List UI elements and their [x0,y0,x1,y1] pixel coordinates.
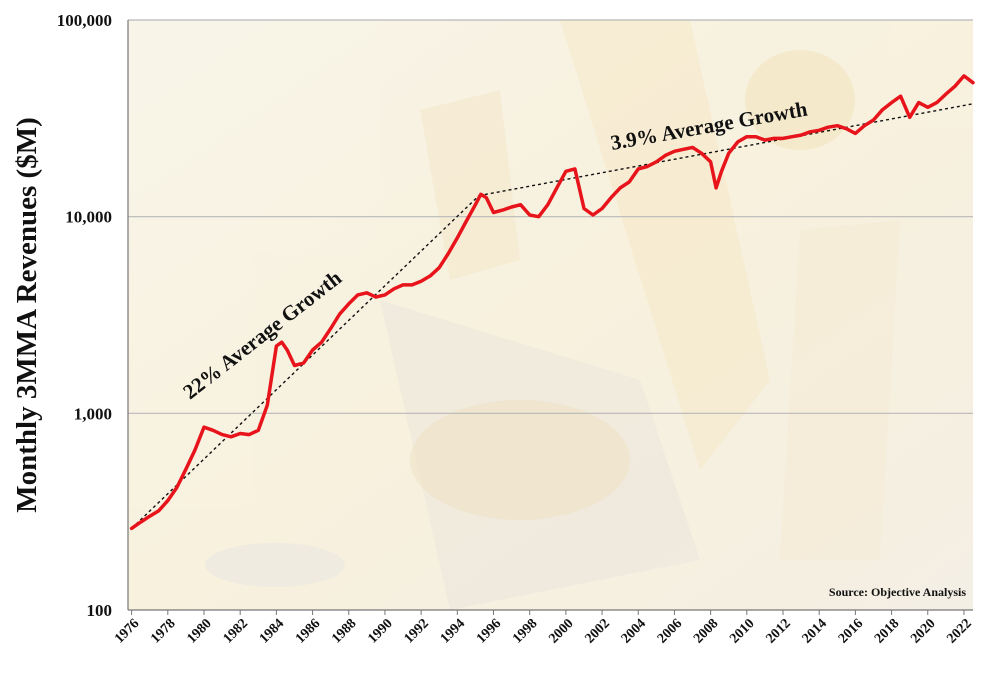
series-layer [129,74,975,531]
x-tick-label-20: 2016 [836,616,866,646]
x-tick-label-22: 2020 [908,616,938,646]
x-tick-label-7: 1990 [365,616,395,646]
y-tick-label-2: 10,000 [65,208,112,227]
y-axis-label: Monthly 3MMA Revenues ($M) [11,117,43,512]
x-tick-label-15: 2006 [655,616,685,646]
source-note: Source: Objective Analysis [829,585,966,599]
y-tick-label-0: 100 [87,601,113,620]
gridlines [128,19,973,414]
x-tick-label-8: 1992 [402,616,432,646]
x-tick-label-11: 1998 [510,616,540,646]
x-tick-label-23: 2022 [944,616,974,646]
x-tick-label-6: 1988 [329,616,359,646]
x-tick-label-9: 1994 [438,616,468,646]
y-tick-label-3: 100,000 [57,11,112,30]
x-tick-label-12: 2000 [546,616,576,646]
x-tick-label-4: 1984 [257,616,287,646]
axes [127,20,973,611]
x-tick-label-5: 1986 [293,616,323,646]
background-image [128,20,973,610]
x-tick-label-19: 2014 [800,616,830,646]
series-line-0 [129,74,975,531]
y-tick-label-1: 1,000 [74,404,112,423]
x-tick-label-21: 2018 [872,616,902,646]
x-tick-label-10: 1996 [474,616,504,646]
x-tick-label-0: 1976 [112,616,142,646]
x-tick-label-18: 2012 [763,616,793,646]
x-tick-label-2: 1980 [184,616,214,646]
x-tick-label-13: 2002 [582,616,612,646]
x-tick-label-1: 1978 [148,616,178,646]
x-tick-label-17: 2010 [727,616,757,646]
y-tick-labels: 100 1,000 10,000 100,000 [57,11,112,620]
x-tick-labels: 1976 1978 1980 1982 1984 1986 1988 1990 1992 1994… [112,610,975,647]
x-tick-label-16: 2008 [691,616,721,646]
x-tick-label-14: 2004 [619,616,649,646]
x-tick-label-3: 1982 [221,616,251,646]
